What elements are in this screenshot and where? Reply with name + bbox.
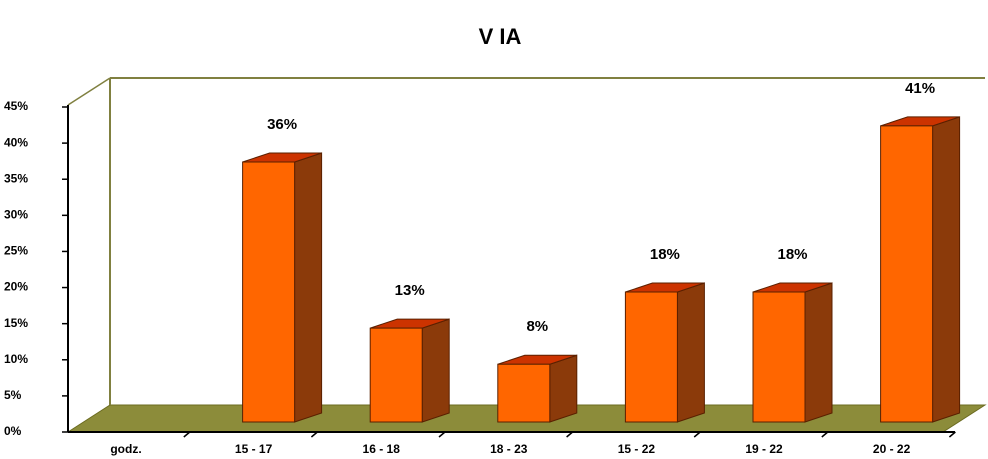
x-tick-label: 15 - 22 [618, 442, 656, 456]
data-label: 18% [650, 246, 680, 263]
x-tick [183, 431, 191, 438]
y-tick-label: 45% [4, 99, 28, 113]
y-tick-label: 0% [4, 424, 22, 438]
x-tick [310, 431, 318, 438]
bar-side [294, 152, 323, 423]
bar [497, 354, 578, 423]
bar-side [804, 282, 833, 423]
bar-side [932, 116, 961, 423]
x-tick [821, 431, 829, 438]
x-tick [948, 431, 956, 438]
chart-title: V IA [479, 24, 522, 49]
y-tick-label: 15% [4, 316, 28, 330]
y-tick-label: 30% [4, 208, 28, 222]
side-wall-top [67, 77, 111, 106]
bar-front [242, 161, 296, 423]
y-tick-label: 25% [4, 244, 28, 258]
x-tick [438, 431, 446, 438]
bar [369, 318, 450, 423]
data-label: 18% [777, 246, 807, 263]
x-tick-label: 19 - 22 [745, 442, 783, 456]
bar [624, 282, 705, 423]
x-tick-label: 16 - 18 [363, 442, 401, 456]
x-tick [693, 431, 701, 438]
bar-side [676, 282, 705, 423]
y-tick-label: 40% [4, 135, 28, 149]
x-tick-label: 18 - 23 [490, 442, 528, 456]
bar-side [549, 354, 578, 423]
data-label: 41% [905, 80, 935, 97]
bar-front [752, 291, 806, 423]
y-tick-label: 10% [4, 352, 28, 366]
bar [752, 282, 833, 423]
x-tick-label: godz. [110, 442, 141, 456]
bar-side [421, 318, 450, 423]
bar-front [497, 363, 551, 423]
data-label: 8% [526, 318, 548, 335]
bar [242, 152, 323, 423]
y-tick-label: 20% [4, 280, 28, 294]
x-tick-label: 20 - 22 [873, 442, 911, 456]
bar-front [369, 327, 423, 423]
data-label: 13% [395, 282, 425, 299]
x-tick [566, 431, 574, 438]
bar-front [624, 291, 678, 423]
bar-front [880, 125, 934, 423]
x-tick-label: 15 - 17 [235, 442, 273, 456]
data-label: 36% [267, 116, 297, 133]
bar [880, 116, 961, 423]
y-tick-label: 5% [4, 388, 22, 402]
y-tick-label: 35% [4, 171, 28, 185]
